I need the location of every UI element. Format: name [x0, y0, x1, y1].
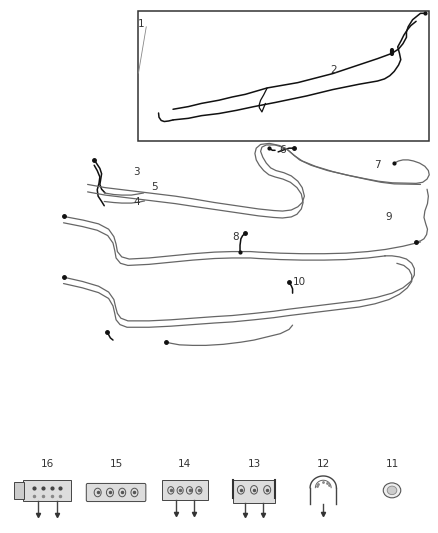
Text: 9: 9	[385, 212, 392, 222]
Ellipse shape	[387, 486, 397, 495]
Text: 10: 10	[293, 278, 306, 287]
Text: 12: 12	[317, 459, 330, 469]
Text: 14: 14	[178, 459, 191, 469]
Text: 8: 8	[232, 232, 239, 242]
Text: 5: 5	[151, 182, 158, 191]
Text: 11: 11	[385, 459, 399, 469]
Text: 7: 7	[374, 160, 381, 170]
FancyBboxPatch shape	[14, 482, 24, 499]
Bar	[138, 11, 429, 141]
FancyBboxPatch shape	[23, 480, 71, 501]
Text: 15: 15	[110, 459, 123, 469]
FancyBboxPatch shape	[86, 483, 146, 502]
Text: 2: 2	[331, 66, 337, 75]
Text: 13: 13	[247, 459, 261, 469]
Text: 3: 3	[134, 167, 140, 176]
FancyBboxPatch shape	[233, 480, 275, 503]
Text: 1: 1	[138, 19, 145, 29]
FancyBboxPatch shape	[162, 480, 208, 500]
Ellipse shape	[383, 483, 401, 498]
Text: 6: 6	[279, 146, 286, 155]
Text: 16: 16	[41, 459, 54, 469]
Text: 4: 4	[134, 197, 140, 207]
